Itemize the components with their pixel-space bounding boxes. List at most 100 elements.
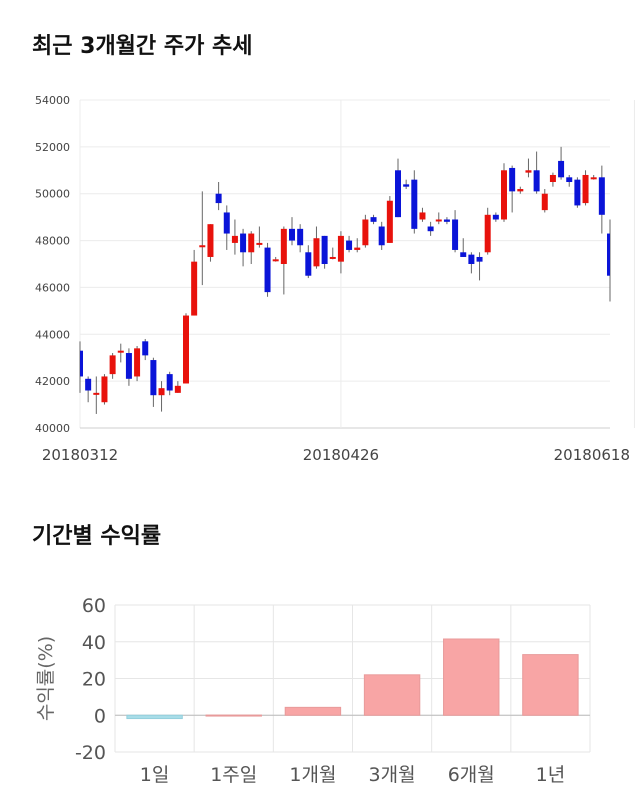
- candle-down: [460, 238, 467, 257]
- candle-body: [199, 245, 206, 248]
- candle-down: [150, 357, 157, 407]
- candle-down: [125, 348, 132, 386]
- candle-down: [240, 228, 247, 267]
- candle-up: [174, 381, 181, 393]
- candle-up: [362, 214, 369, 248]
- candle-body: [395, 170, 401, 218]
- candle-up: [549, 172, 556, 187]
- candle-body: [297, 228, 304, 246]
- candle-up: [386, 196, 393, 243]
- candle-down: [264, 242, 271, 297]
- x-tick-label: 1주일: [210, 764, 257, 786]
- candle-up: [101, 374, 108, 405]
- candle-down: [215, 182, 222, 211]
- candle-body: [215, 193, 222, 204]
- candle-down: [79, 341, 83, 393]
- candle-down: [443, 217, 450, 225]
- candle-body: [109, 355, 116, 375]
- candle-up: [313, 226, 320, 269]
- candle-down: [321, 235, 328, 269]
- candle-body: [501, 170, 507, 220]
- candle-body: [460, 252, 467, 257]
- candle-body: [533, 170, 540, 192]
- y-tick-label: 0: [94, 705, 106, 727]
- return-title: 기간별 수익률: [32, 524, 162, 549]
- candle-up: [109, 353, 116, 379]
- x-tick-label: 6개월: [448, 764, 495, 786]
- candle-body: [549, 174, 556, 182]
- candle-down: [574, 177, 581, 208]
- candle-body: [183, 315, 189, 384]
- candle-body: [280, 228, 287, 264]
- candle-up: [525, 158, 532, 178]
- candle-body: [378, 226, 385, 246]
- candle-down: [297, 224, 304, 253]
- candle-up: [582, 170, 589, 206]
- candle-body: [158, 388, 165, 396]
- candle-body: [411, 179, 418, 229]
- candle-up: [590, 174, 597, 180]
- candle-body: [264, 247, 271, 293]
- candle-down: [403, 179, 410, 190]
- bar-1년: [522, 654, 579, 716]
- candle-up: [484, 207, 491, 255]
- bar-6개월: [443, 638, 500, 716]
- candle-body: [80, 350, 83, 377]
- candle-down: [607, 219, 611, 302]
- y-tick-label: 42000: [35, 375, 70, 388]
- candle-body: [541, 193, 548, 211]
- y-axis-label: 수익률(%): [35, 636, 57, 721]
- candle-body: [101, 376, 108, 403]
- candle-up: [93, 376, 100, 414]
- candle-down: [598, 165, 605, 234]
- candle-body: [607, 233, 610, 276]
- x-tick-label: 3개월: [369, 764, 416, 786]
- candle-up: [272, 256, 279, 262]
- candle-body: [85, 378, 92, 391]
- candle-body: [289, 228, 295, 241]
- candle-up: [501, 163, 507, 222]
- candle-up: [199, 191, 206, 286]
- candle-down: [452, 210, 459, 253]
- bar-1일: [126, 714, 183, 720]
- candlestick-chart: 40000 42000 44000 46000 48000 50000 52000 54000…: [35, 94, 635, 464]
- candle-up: [191, 249, 198, 316]
- y-tick-label: 40: [82, 632, 106, 654]
- candle-up: [134, 346, 141, 382]
- candle-body: [305, 252, 312, 276]
- candle-body: [272, 259, 279, 262]
- candle-up: [117, 343, 124, 363]
- candle-body: [313, 238, 320, 267]
- candle-body: [329, 256, 336, 259]
- candle-up: [207, 224, 214, 262]
- x-tick-label: 1개월: [289, 764, 336, 786]
- candle-body: [231, 235, 238, 243]
- candle-body: [435, 219, 442, 222]
- candle-up: [248, 231, 255, 264]
- candle-body: [191, 261, 198, 316]
- x-tick-label: 20180618: [554, 446, 630, 464]
- candle-up: [337, 231, 344, 274]
- candle-down: [476, 252, 483, 281]
- candle-up: [354, 238, 361, 253]
- candle-down: [289, 217, 295, 246]
- x-tick-label: 1일: [140, 764, 170, 786]
- y-tick-label: 48000: [35, 235, 70, 248]
- candle-body: [403, 184, 410, 187]
- candle-body: [590, 177, 597, 180]
- candle-body: [582, 174, 589, 204]
- candle-body: [525, 170, 532, 173]
- x-tick-label: 20180312: [42, 446, 118, 464]
- candle-up: [183, 313, 189, 384]
- candle-body: [337, 235, 344, 262]
- candle-body: [150, 360, 157, 396]
- y-tick-label: 44000: [35, 328, 70, 341]
- candle-down: [378, 221, 385, 250]
- candle-body: [517, 189, 524, 192]
- candle-down: [395, 158, 401, 218]
- candle-up: [435, 212, 442, 225]
- candle-down: [142, 338, 149, 361]
- candle-up: [280, 226, 287, 295]
- candle-body: [386, 200, 393, 243]
- y-tick-label: 40000: [35, 422, 70, 435]
